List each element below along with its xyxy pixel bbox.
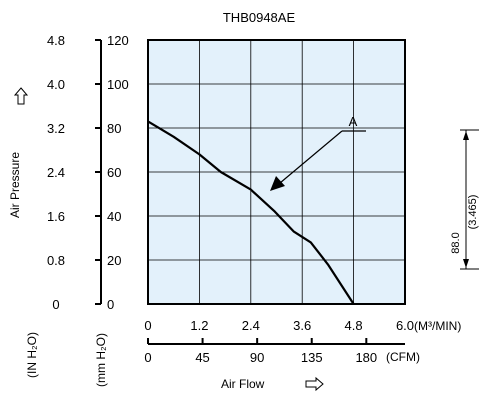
x-axis-cfm-unit: (CFM) — [386, 350, 420, 364]
y-axis-mm-h2o: 0 20 40 60 80 100 120 — [95, 33, 129, 312]
y-in-tick-label: 0 — [52, 297, 59, 312]
chart-title: THB0948AE — [223, 10, 296, 25]
annotation-arrow-line — [279, 130, 343, 184]
plot-frame — [147, 39, 406, 305]
x-m3-tick-label: 0 — [144, 318, 151, 333]
dimension-value: 88.0 — [450, 232, 462, 253]
x-cfm-tick-label: 45 — [195, 350, 209, 365]
x-m3-tick-label: 2.4 — [242, 318, 260, 333]
annotation-arrowhead — [270, 176, 285, 191]
y-axis-mm-unit: (mm H₂O) — [94, 333, 108, 387]
x-axis-title: Air Flow — [221, 377, 265, 391]
y-mm-tick-label: 60 — [107, 165, 121, 180]
x-cfm-tick-label: 135 — [301, 350, 323, 365]
grid — [148, 40, 405, 304]
x-cfm-tick-label: 0 — [144, 350, 151, 365]
x-cfm-tick-label: 180 — [355, 350, 377, 365]
y-mm-tick-label: 120 — [107, 33, 129, 48]
annotation-label-a: A — [349, 114, 358, 129]
y-in-tick-label: 1.6 — [47, 209, 65, 224]
x-axis-m3-unit: (M³/MIN) — [414, 319, 461, 333]
y-in-tick-label: 0.8 — [47, 253, 65, 268]
dimension-sub-value: (3.465) — [467, 195, 479, 230]
hollow-right-arrow-icon — [305, 376, 324, 392]
x-cfm-tick-label: 90 — [250, 350, 264, 365]
y-in-tick-label: 4.0 — [47, 77, 65, 92]
x-axis-m3-min: 0 1.2 2.4 3.6 4.8 6.0 — [144, 318, 414, 333]
hollow-up-arrow-icon — [13, 87, 29, 105]
x-m3-tick-label: 6.0 — [396, 318, 414, 333]
x-m3-tick-label: 4.8 — [345, 318, 363, 333]
y-mm-tick-label: 20 — [107, 253, 121, 268]
y-in-tick-label: 4.8 — [47, 33, 65, 48]
y-mm-tick-label: 40 — [107, 209, 121, 224]
x-m3-tick-label: 3.6 — [293, 318, 311, 333]
dimension-marker — [460, 129, 479, 270]
y-mm-tick-label: 0 — [107, 297, 114, 312]
y-axis-in-unit: (IN H₂O) — [25, 332, 39, 378]
x-axis-cfm: 0 45 90 135 180 — [144, 338, 405, 365]
y-axis-in-h2o: 0 0.8 1.6 2.4 3.2 4.0 4.8 — [47, 33, 65, 312]
y-in-tick-label: 3.2 — [47, 121, 65, 136]
series-line-a — [147, 120, 355, 305]
y-mm-tick-label: 100 — [107, 77, 129, 92]
y-axis-title: Air Pressure — [8, 152, 22, 218]
y-in-tick-label: 2.4 — [47, 165, 65, 180]
x-m3-tick-label: 1.2 — [190, 318, 208, 333]
y-mm-tick-label: 80 — [107, 121, 121, 136]
